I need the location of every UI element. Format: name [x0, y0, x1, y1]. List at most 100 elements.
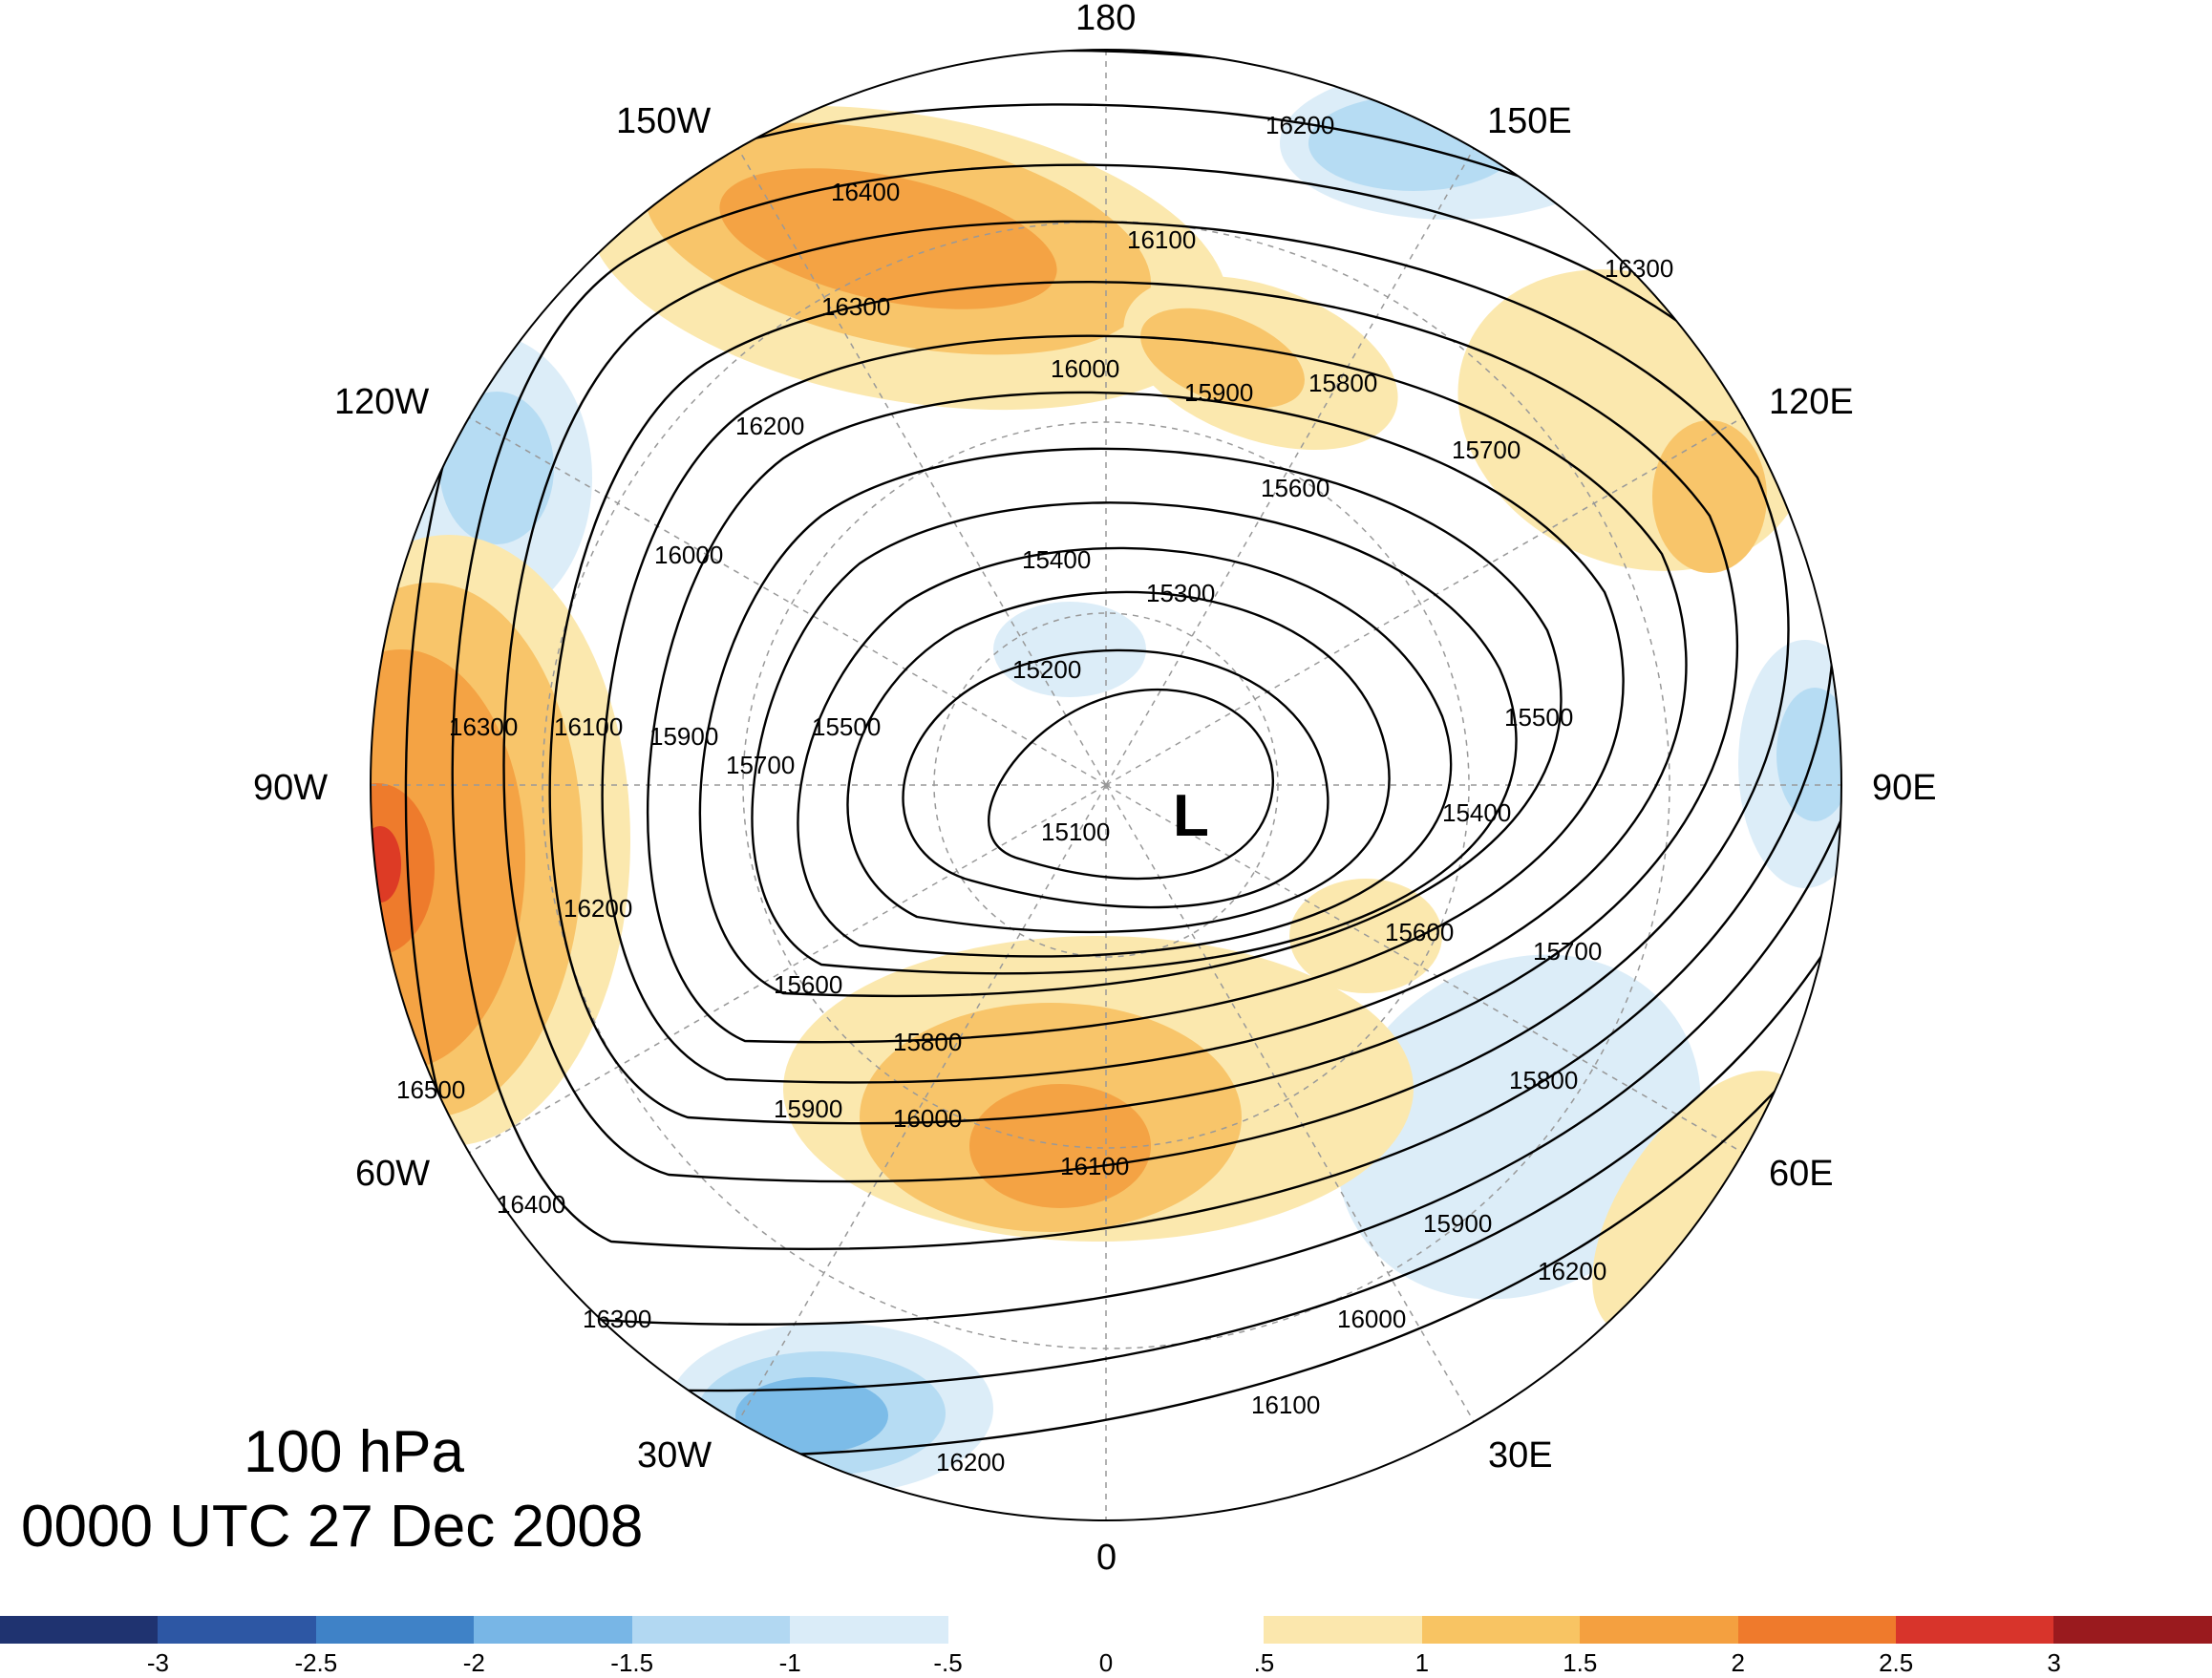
- colorbar-tick-label: -2: [462, 1648, 485, 1677]
- colorbar-segment: [1896, 1616, 2054, 1644]
- lon-label-180: 180: [1075, 0, 1137, 38]
- contour-label: 16300: [449, 712, 518, 741]
- contour-16200: [404, 103, 1841, 1326]
- contour-label-group: 15100 15200 15300 15400 15400 15500 1550…: [396, 111, 1673, 1476]
- contour-label: 15200: [1012, 655, 1081, 684]
- lon-label-60e: 60E: [1769, 1154, 1834, 1194]
- colorbar-segment: [2053, 1616, 2212, 1644]
- contour-label: 16000: [1337, 1305, 1406, 1333]
- colorbar-segment: [1421, 1616, 1581, 1644]
- contour-15600: [698, 447, 1563, 998]
- contour-label: 15300: [1146, 579, 1215, 607]
- colorbar-segment: [790, 1616, 948, 1644]
- graticule: [371, 50, 1841, 1520]
- colorbar-segment: [947, 1616, 1106, 1644]
- colorbar-segment: [1580, 1616, 1738, 1644]
- contour-label: 16200: [936, 1448, 1005, 1476]
- colorbar-segment: [158, 1616, 316, 1644]
- contour-label: 15400: [1442, 798, 1511, 827]
- contour-15300: [846, 590, 1391, 934]
- contour-16000: [502, 220, 1790, 1183]
- contour-label: 16300: [1605, 254, 1673, 283]
- lon-label-30w: 30W: [637, 1435, 713, 1476]
- contour-label: 16400: [831, 178, 900, 206]
- contour-15900: [548, 280, 1739, 1125]
- contour-15500: [751, 501, 1518, 975]
- contour-label: 16000: [1051, 354, 1119, 383]
- contour-16100: [451, 163, 1836, 1250]
- colorbar-tick-label: 0: [1098, 1648, 1114, 1677]
- anomaly-neg-pacific-arc: [993, 602, 1146, 697]
- contour-label: 15700: [1533, 937, 1602, 966]
- contour-label: 15400: [1022, 545, 1091, 574]
- height-contours: [371, 50, 1841, 1458]
- contour-15400: [797, 546, 1453, 958]
- lon-label-30e: 30E: [1488, 1435, 1553, 1476]
- contour-label: 15700: [726, 751, 795, 779]
- contour-label: 15900: [1423, 1209, 1492, 1238]
- contour-label: 15700: [1452, 435, 1521, 464]
- contour-label: 15500: [1504, 703, 1573, 732]
- contour-label: 15900: [774, 1094, 842, 1123]
- colorbar-tick-label: 2.5: [1879, 1648, 1914, 1677]
- lon-label-150w: 150W: [616, 101, 712, 141]
- colorbar-tick-label: 2: [1731, 1648, 1745, 1677]
- lon-label-120e: 120E: [1769, 382, 1854, 422]
- contour-15700: [646, 391, 1625, 1044]
- contour-label: 16000: [654, 541, 723, 569]
- colorbar-segment: [1737, 1616, 1897, 1644]
- contour-15100: [988, 688, 1274, 881]
- anomaly-shading: [371, 67, 1841, 1495]
- anomaly-neg-alaska-core: [439, 392, 554, 544]
- contour-label: 16100: [1060, 1152, 1129, 1180]
- colorbar-tick-label: .5: [1253, 1648, 1275, 1677]
- anomaly-pos-kamchatka-1: [1140, 308, 1305, 409]
- colorbar-tick-label: 3: [2047, 1648, 2061, 1677]
- contour-label: 15800: [893, 1028, 962, 1056]
- colorbar-segment: [631, 1616, 791, 1644]
- colorbar-segment: [474, 1616, 632, 1644]
- contour-label: 16300: [821, 292, 890, 321]
- map-boundary: [370, 49, 1842, 1521]
- lon-label-90e: 90E: [1872, 768, 1937, 808]
- contour-label: 16100: [1127, 225, 1196, 254]
- contour-label: 15600: [774, 970, 842, 999]
- colorbar-segment: [1105, 1616, 1265, 1644]
- contour-label: 16200: [735, 412, 804, 440]
- colorbar-tick-label: -3: [146, 1648, 169, 1677]
- contour-15800: [601, 334, 1688, 1084]
- colorbar-segment: [0, 1616, 159, 1644]
- contour-15200: [902, 648, 1329, 909]
- colorbar-tick-label: 1: [1414, 1648, 1430, 1677]
- anomaly-neg-north-atlantic-peak: [735, 1377, 888, 1454]
- lon-label-150e: 150E: [1487, 101, 1572, 141]
- contour-label: 15600: [1385, 918, 1454, 946]
- contour-label: 16400: [497, 1190, 565, 1219]
- colorbar-tick-label: -1.5: [610, 1648, 654, 1677]
- colorbar-tick-label: 1.5: [1563, 1648, 1598, 1677]
- contour-label: 15500: [812, 712, 881, 741]
- contour-label: 15900: [649, 722, 718, 751]
- colorbar-tick-label: -2.5: [294, 1648, 338, 1677]
- anomaly-pos-east-asia-1: [1652, 420, 1767, 573]
- colorbar-tick-label: -.5: [933, 1648, 963, 1677]
- contour-label: 15600: [1261, 474, 1329, 502]
- anomaly-pos-pacific-1-5: [719, 168, 1057, 309]
- colorbar: [0, 1616, 2212, 1644]
- contour-label: 16300: [583, 1305, 651, 1333]
- contour-label: 16200: [564, 894, 632, 923]
- lon-label-90w: 90W: [253, 768, 329, 808]
- contour-label: 16500: [396, 1075, 465, 1104]
- contour-label: 15800: [1308, 369, 1377, 397]
- low-marker: L: [1173, 783, 1209, 849]
- contour-label: 16100: [1251, 1391, 1320, 1419]
- anomaly-pos-barents: [1289, 879, 1442, 993]
- contour-label: 16100: [554, 712, 623, 741]
- colorbar-segment: [1264, 1616, 1422, 1644]
- lon-label-0: 0: [1096, 1538, 1117, 1578]
- colorbar-segment: [315, 1616, 475, 1644]
- contour-label: 16000: [893, 1104, 962, 1133]
- contour-label: 15800: [1509, 1066, 1578, 1094]
- anomaly-pos-na-2-5: [371, 826, 401, 903]
